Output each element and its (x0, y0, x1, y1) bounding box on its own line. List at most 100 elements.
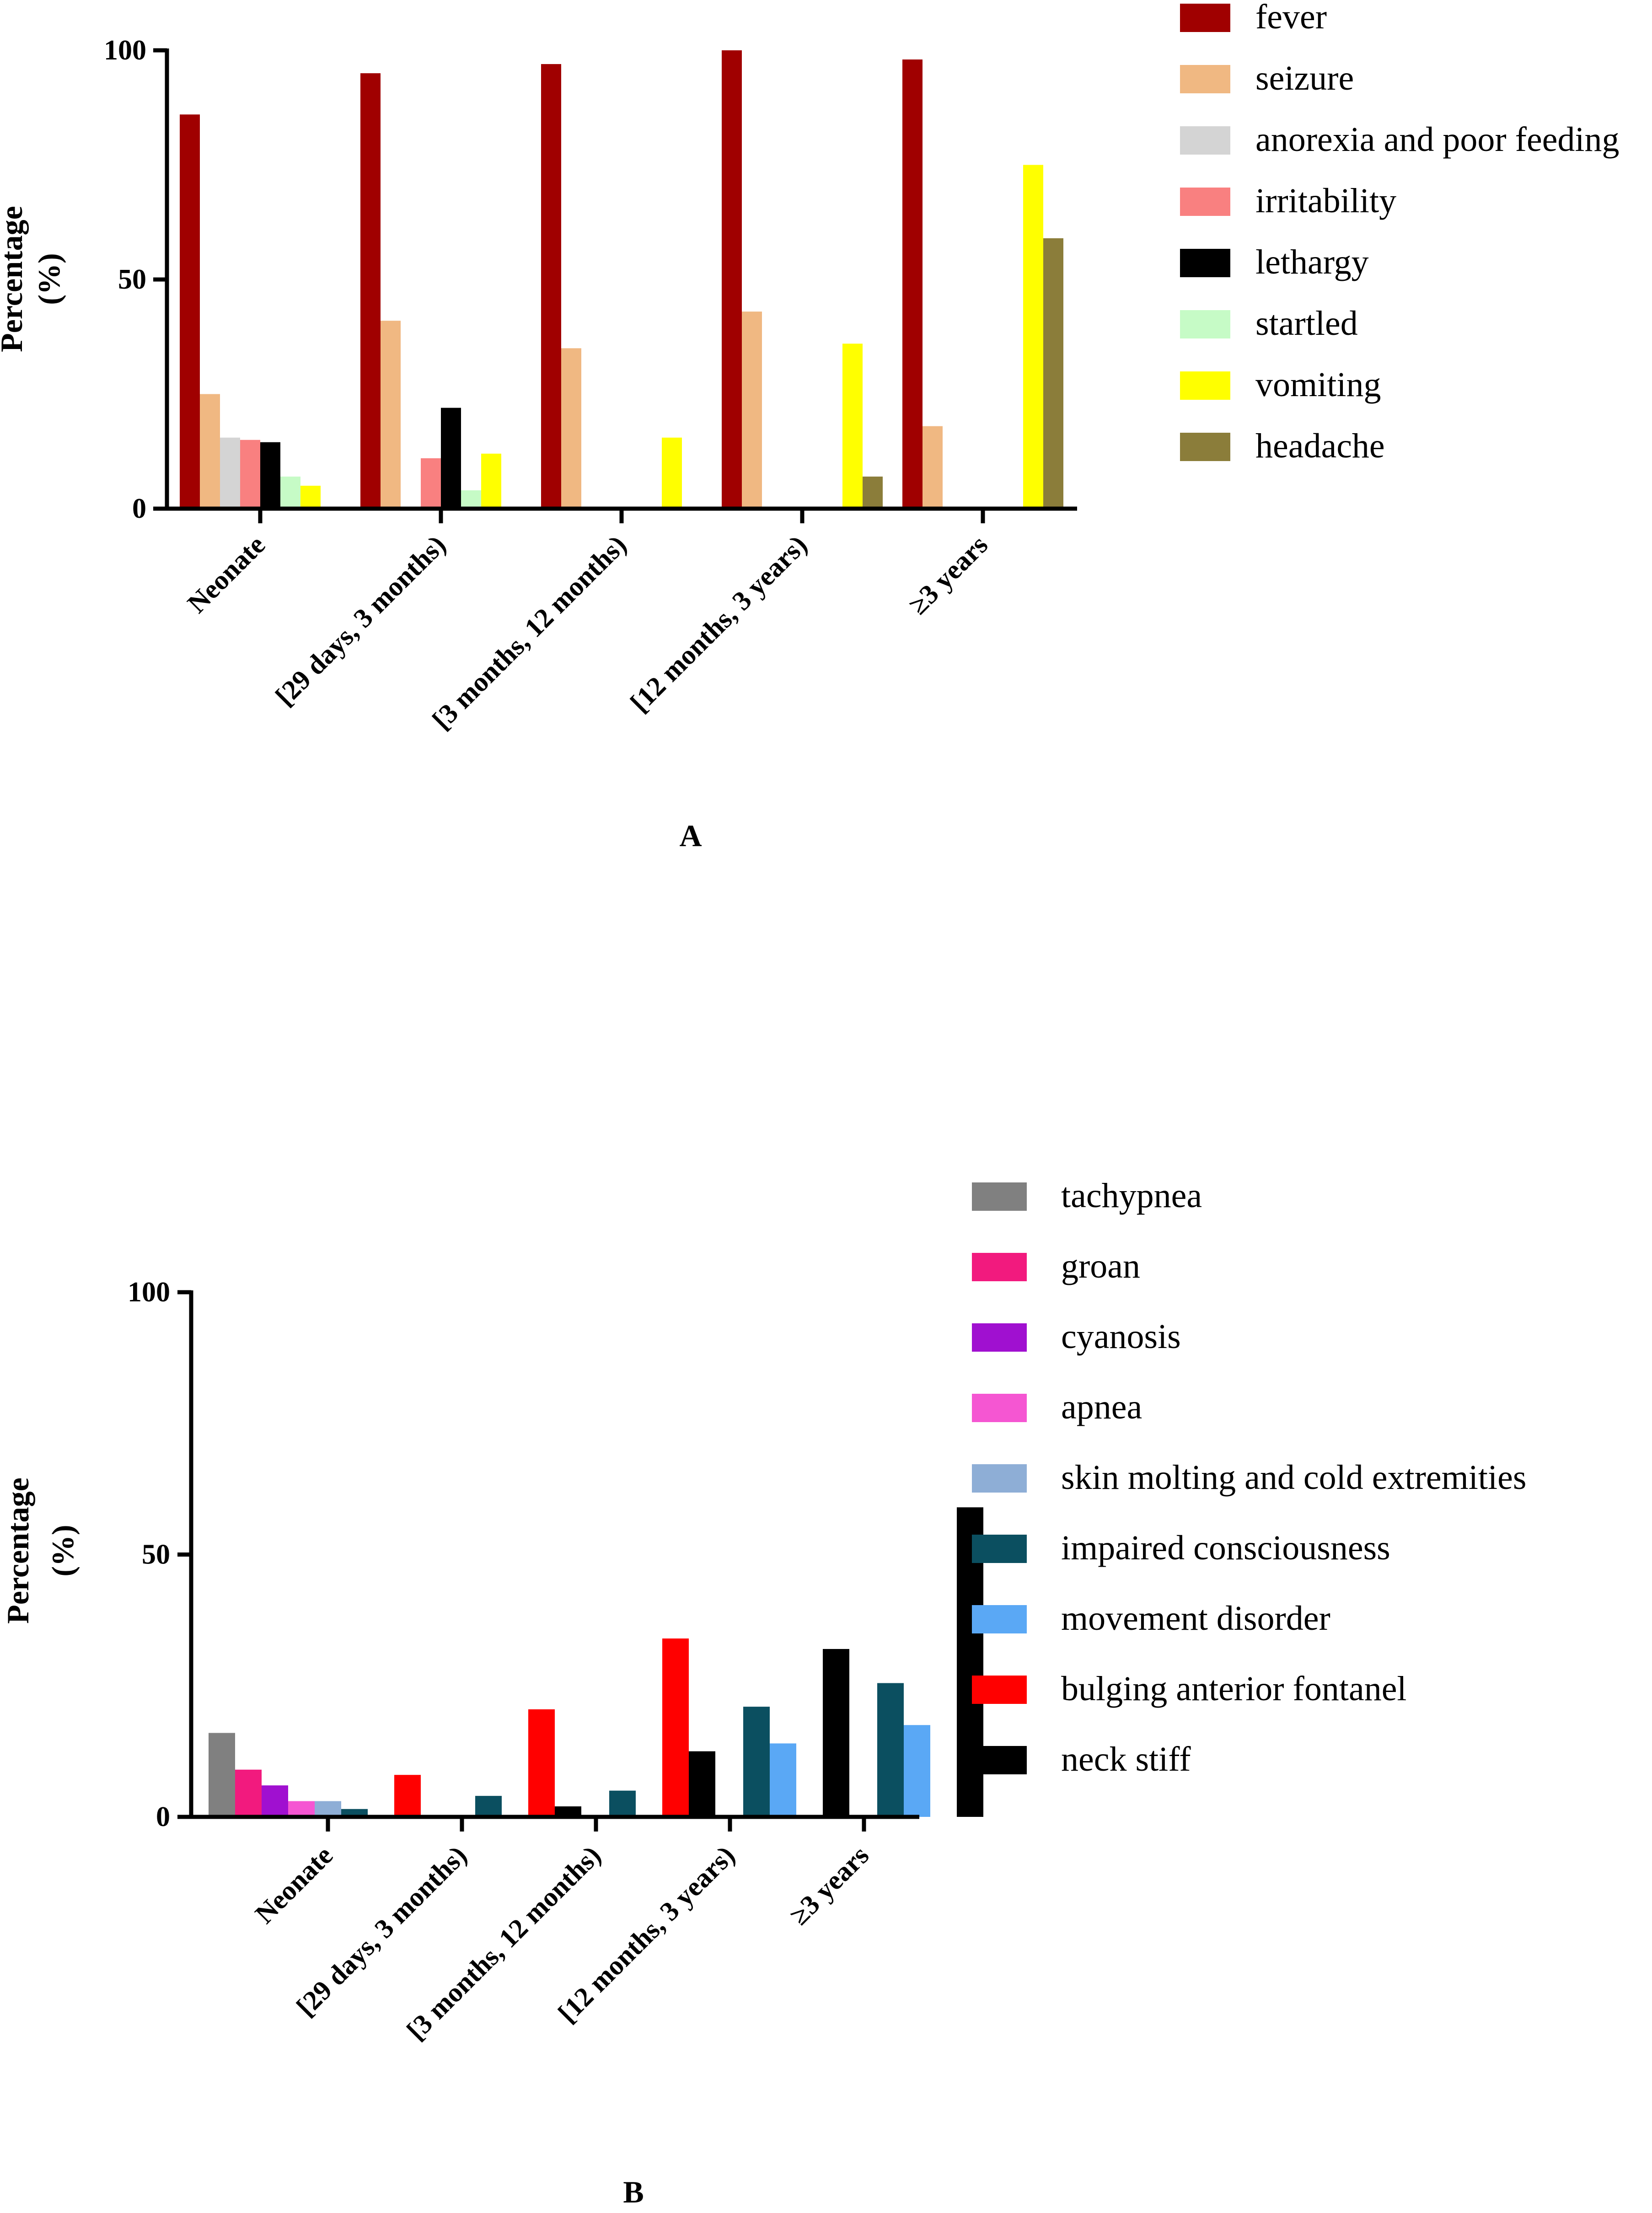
panel-b-y-ticks: 0 50 100 (128, 1277, 191, 1832)
panel-a-category-labels: Neonate[29 days, 3 months)[3 months, 12 … (182, 509, 993, 735)
panel-b-category-label: ≥3 years (784, 1840, 874, 1931)
panel-a-label: A (679, 818, 702, 853)
panel-a-bar-startled-0 (280, 476, 300, 509)
panel-b-legend-swatch (972, 1535, 1027, 1563)
panel-a-bar-lethargy-1 (441, 408, 461, 509)
panel-a-legend-swatch (1180, 188, 1230, 216)
panel-a-y-tick-label: 0 (132, 493, 146, 524)
panel-a-bar-irritability-1 (421, 458, 441, 509)
panel-b-legend-swatch (972, 1253, 1027, 1281)
panel-b-bar-apnea-0 (288, 1801, 315, 1817)
panel-a-y-axis-title-line1: Percentage (0, 206, 29, 352)
panel-a-y-tick-label: 50 (118, 264, 146, 295)
panel-b-bar-movement-disorder-3 (770, 1743, 796, 1817)
panel-a-legend-swatch (1180, 249, 1230, 277)
panel-a-y-axis-title-line2: (%) (32, 253, 66, 305)
panel-b-bar-neck-stiff-2 (689, 1751, 715, 1817)
panel-b-bar-bulging-anterior-fontanel-0 (394, 1775, 421, 1817)
panel-a-legend-label: vomiting (1255, 365, 1381, 404)
panel-b-legend-label: cyanosis (1061, 1317, 1181, 1356)
panel-a-bar-vomiting-2 (662, 437, 682, 509)
panel-a-legend-swatch (1180, 126, 1230, 155)
panel-a-bar-vomiting-3 (842, 344, 863, 509)
panel-a-bar-fever-3 (722, 50, 742, 509)
panel-a-legend-label: fever (1255, 0, 1327, 36)
panel-b-legend-label: impaired consciousness (1061, 1529, 1390, 1567)
panel-b-bar-neck-stiff-3 (823, 1649, 849, 1817)
panel-a-legend-label: seizure (1255, 59, 1354, 97)
panel-a-bar-seizure-1 (381, 321, 401, 509)
panel-a-bar-headache-3 (863, 476, 883, 509)
panel-b-y-tick-label: 100 (128, 1277, 170, 1308)
panel-b-y-axis-title-line1: Percentage (0, 1477, 35, 1624)
panel-b-legend-swatch (972, 1182, 1027, 1211)
panel-a-legend-swatch (1180, 310, 1230, 338)
panel-a-bar-seizure-3 (742, 312, 762, 509)
panel-b-legend-swatch (972, 1394, 1027, 1422)
panel-a-bar-fever-1 (360, 73, 381, 509)
panel-a-legend-swatch (1180, 433, 1230, 461)
panel-b-legend-swatch (972, 1323, 1027, 1352)
panel-a-bar-fever-2 (541, 64, 561, 509)
panel-a-bar-seizure-4 (923, 426, 943, 509)
panel-b-bar-bulging-anterior-fontanel-1 (528, 1709, 555, 1817)
panel-a-y-ticks: 0 50 100 (104, 35, 167, 524)
panel-b-y-axis-title-line2: (%) (45, 1525, 80, 1576)
panel-a-category-label: [12 months, 3 years) (624, 530, 813, 718)
panel-a-legend-label: lethargy (1255, 243, 1369, 281)
panel-b-legend-label: movement disorder (1061, 1599, 1330, 1638)
panel-b-bar-movement-disorder-4 (904, 1725, 930, 1817)
panel-b-legend-swatch (972, 1464, 1027, 1493)
panel-a-category-label: ≥3 years (903, 530, 993, 620)
panel-b-legend-label: tachypnea (1061, 1176, 1202, 1215)
panel-b-bar-tachypnea-0 (209, 1733, 235, 1817)
panel-a-bar-vomiting-4 (1023, 165, 1043, 509)
panel-a-chart: 0 50 100 Neonate[29 days, 3 months)[3 mont… (0, 0, 1620, 853)
panel-a-bar-anorexia-and-poor-feeding-0 (220, 437, 240, 509)
panel-b-legend-label: bulging anterior fontanel (1061, 1670, 1407, 1708)
panel-b-bar-impaired-consciousness-4 (877, 1683, 904, 1817)
panel-b-legend-label: apnea (1061, 1388, 1142, 1426)
panel-a-bar-fever-4 (902, 59, 923, 509)
panel-b-bar-skin-molting-and-cold-extremities-0 (315, 1801, 341, 1817)
panel-a-bar-headache-4 (1043, 238, 1063, 509)
panel-a-bar-startled-1 (461, 490, 481, 509)
panel-a-bar-vomiting-1 (481, 453, 501, 509)
panel-b-bar-cyanosis-0 (262, 1785, 288, 1817)
panel-a-legend-swatch (1180, 371, 1230, 400)
panel-a-legend-label: anorexia and poor feeding (1255, 120, 1620, 159)
panel-a-bar-vomiting-0 (300, 485, 321, 509)
panel-a-category-label: [29 days, 3 months) (269, 530, 451, 712)
panel-a-bar-fever-0 (180, 114, 200, 509)
panel-b-bar-impaired-consciousness-2 (609, 1790, 636, 1817)
panel-a-legend-swatch (1180, 65, 1230, 93)
panel-a-legend-label: headache (1255, 427, 1385, 465)
panel-b-bar-groan-0 (235, 1769, 262, 1817)
panel-a-legend-label: startled (1255, 304, 1358, 343)
panel-a-legend-swatch (1180, 4, 1230, 32)
panel-b-bar-neck-stiff-1 (555, 1806, 581, 1817)
panel-b-legend-label: groan (1061, 1247, 1140, 1285)
panel-b-bars (209, 1507, 983, 1817)
panel-a-bars (180, 50, 1063, 509)
panel-a-category-label: [3 months, 12 months) (426, 530, 632, 736)
panel-b-chart: 0 50 100 Neonate[29 days, 3 months)[3 mont… (0, 1176, 1526, 2209)
panel-b-legend-swatch (972, 1605, 1027, 1633)
panel-b-category-labels: Neonate[29 days, 3 months)[3 months, 12 … (249, 1817, 874, 2046)
panel-b-legend: tachypnea groan cyanosis apnea skin molting … (972, 1176, 1526, 1778)
panel-b-y-tick-label: 50 (142, 1539, 170, 1570)
panel-b-legend-swatch (972, 1746, 1027, 1774)
panel-b-label: B (623, 2175, 644, 2209)
panel-a-category-label: Neonate (182, 530, 271, 619)
panel-b-bar-impaired-consciousness-3 (743, 1707, 770, 1817)
panel-b-bar-impaired-consciousness-1 (475, 1796, 502, 1817)
panel-b-y-tick-label: 0 (156, 1801, 170, 1832)
panel-b-legend-swatch (972, 1676, 1027, 1704)
panel-a-bar-irritability-0 (240, 440, 260, 509)
panel-b-bar-bulging-anterior-fontanel-2 (662, 1638, 689, 1817)
panel-b-category-label: Neonate (249, 1840, 338, 1929)
panel-b-legend-label: neck stiff (1061, 1740, 1191, 1778)
panel-a-bar-seizure-2 (561, 348, 581, 509)
panel-a-bar-seizure-0 (200, 394, 220, 509)
